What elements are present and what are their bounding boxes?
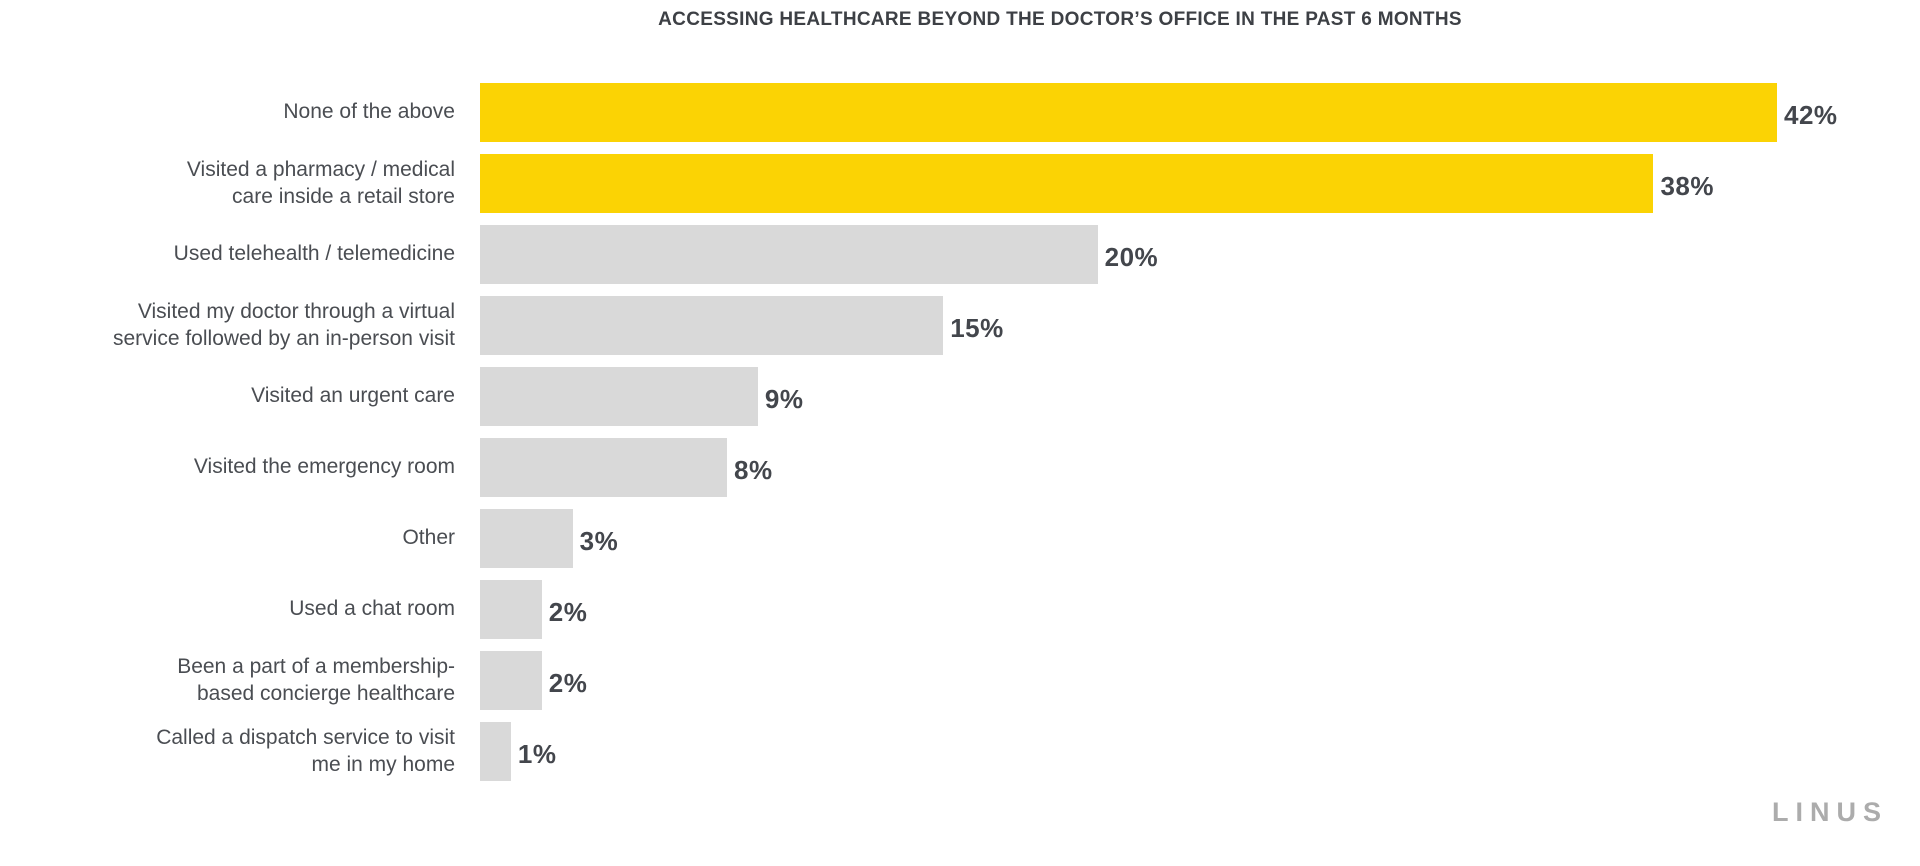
- linus-wordmark: LINUS: [1772, 797, 1888, 827]
- bar-track: 1%: [480, 722, 1920, 781]
- category-label: Visited my doctor through a virtual serv…: [113, 299, 455, 350]
- bar-track: 2%: [480, 580, 1920, 639]
- chart-row: Used a chat room 2%: [0, 574, 1920, 645]
- bar-track: 9%: [480, 367, 1920, 426]
- bar: [480, 296, 944, 355]
- bar: [480, 367, 758, 426]
- bar-track: 42%: [480, 83, 1920, 142]
- chart-row: Visited the emergency room 8%: [0, 432, 1920, 503]
- bar-track: 3%: [480, 509, 1920, 568]
- bar: [480, 580, 542, 639]
- chart-row: Visited a pharmacy / medical care inside…: [0, 148, 1920, 219]
- chart-row: None of the above 42%: [0, 77, 1920, 148]
- value-label: 42%: [1784, 100, 1838, 130]
- bar: [480, 83, 1777, 142]
- category-label: Visited the emergency room: [193, 455, 455, 479]
- bar-track: 20%: [480, 225, 1920, 284]
- value-label: 9%: [764, 384, 804, 414]
- bar: [480, 722, 511, 781]
- category-label: None of the above: [283, 100, 455, 124]
- value-label: 38%: [1660, 171, 1715, 201]
- value-label: 2%: [548, 597, 588, 627]
- bar: [480, 154, 1654, 213]
- category-label: Used a chat room: [289, 597, 455, 621]
- bar-track: 8%: [480, 438, 1920, 497]
- value-label: 8%: [734, 455, 773, 485]
- bar-track: 15%: [480, 296, 1920, 355]
- chart-row: Other 3%: [0, 503, 1920, 574]
- bar-track: 38%: [480, 154, 1920, 213]
- category-label: Called a dispatch service to visit me in…: [156, 725, 455, 776]
- chart-title: ACCESSING HEALTHCARE BEYOND THE DOCTOR’S…: [658, 9, 1462, 30]
- chart-row: Called a dispatch service to visit me in…: [0, 716, 1920, 787]
- chart-row: Visited an urgent care 9%: [0, 361, 1920, 432]
- value-label: 2%: [548, 668, 588, 698]
- category-label: Used telehealth / telemedicine: [173, 242, 455, 266]
- bar: [480, 438, 728, 497]
- bar: [480, 225, 1098, 284]
- value-label: 20%: [1104, 242, 1159, 272]
- bar: [480, 509, 573, 568]
- category-label: Been a part of a membership- based conci…: [177, 654, 455, 705]
- bar: [480, 651, 542, 710]
- chart-row: Visited my doctor through a virtual serv…: [0, 290, 1920, 361]
- value-label: 3%: [579, 526, 619, 556]
- chart-rows: None of the above 42% Visited a pharmacy…: [0, 77, 1920, 787]
- category-label: Visited an urgent care: [251, 384, 455, 408]
- category-label: Visited a pharmacy / medical care inside…: [186, 157, 455, 208]
- value-label: 15%: [950, 313, 1004, 343]
- value-label: 1%: [517, 739, 557, 769]
- chart-row: Been a part of a membership- based conci…: [0, 645, 1920, 716]
- category-label: Other: [402, 526, 455, 550]
- chart-row: Used telehealth / telemedicine 20%: [0, 219, 1920, 290]
- bar-track: 2%: [480, 651, 1920, 710]
